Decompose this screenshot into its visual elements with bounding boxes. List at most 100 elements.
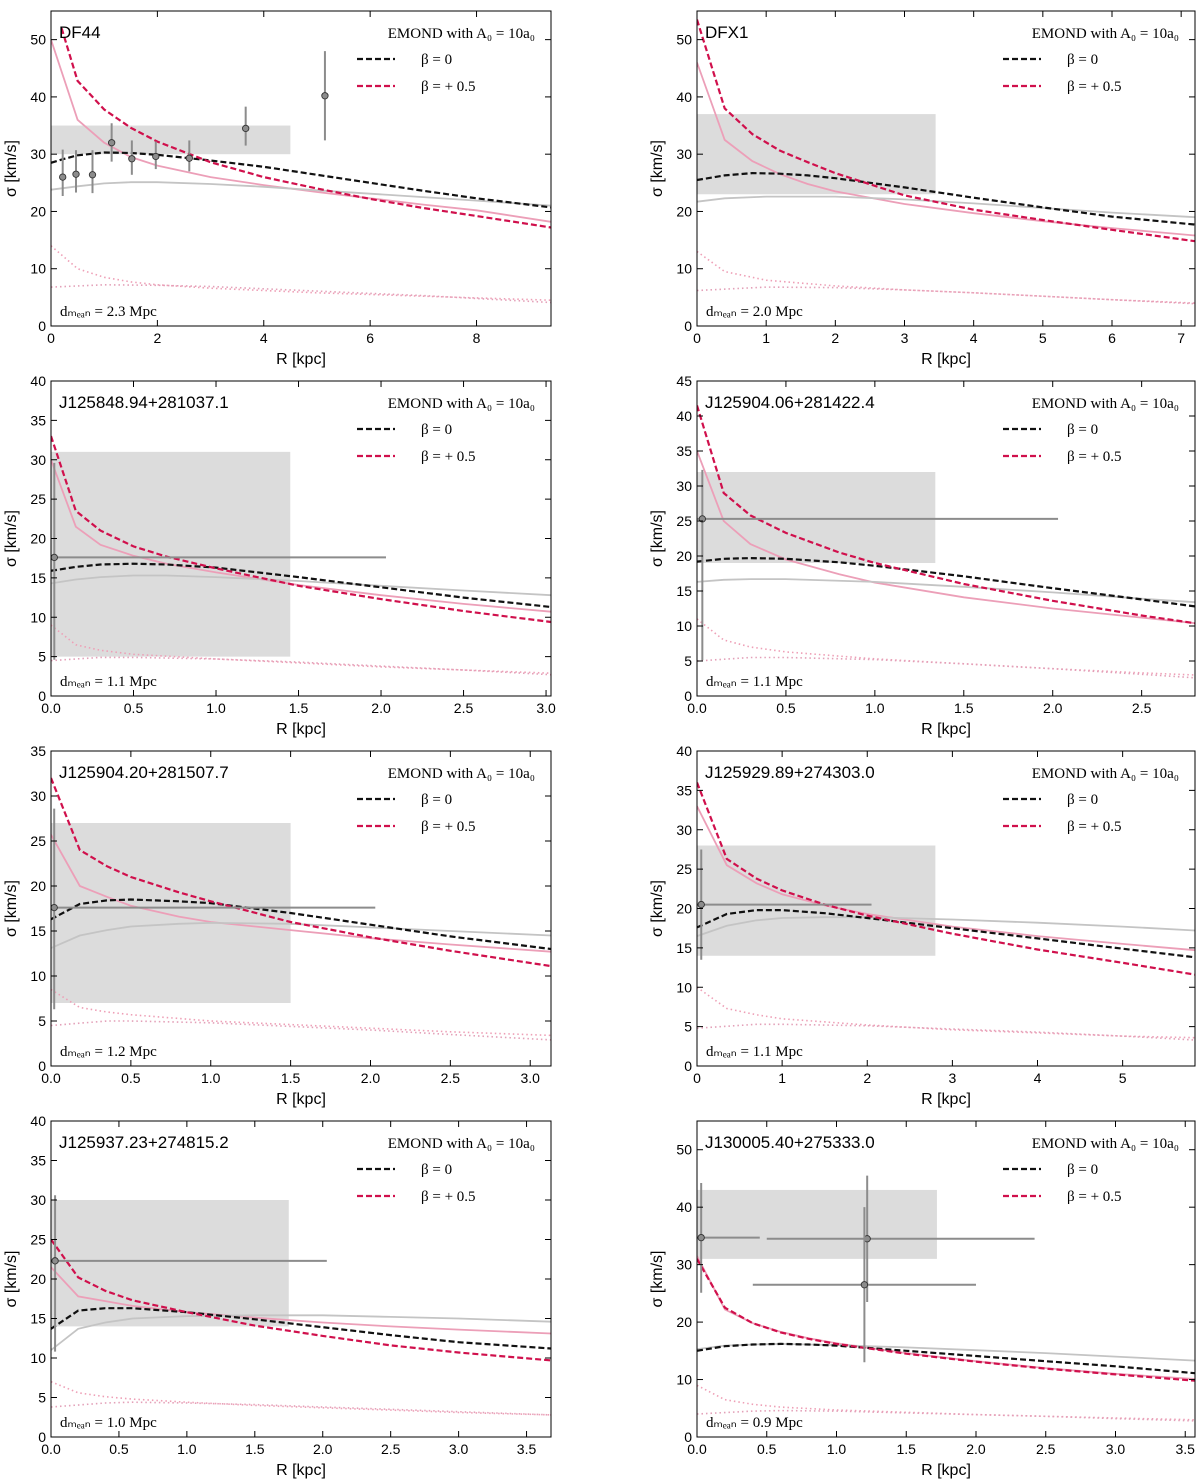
- y-tick-label: 10: [676, 618, 692, 634]
- axes-frame: [50, 10, 552, 327]
- reference-curve: [697, 195, 1195, 219]
- panel-title: J130005.40+275333.0: [705, 1133, 875, 1152]
- model-curve: [51, 435, 551, 624]
- axes-frame: [696, 380, 1196, 697]
- plot-area: [51, 435, 551, 676]
- data-point: [51, 1195, 327, 1352]
- data-point: [59, 149, 67, 196]
- x-tick-label: 0.0: [687, 1441, 707, 1457]
- x-axis-label: R [kpc]: [921, 721, 971, 738]
- reference-curve: [697, 286, 1195, 305]
- distance-annotation: dₘₑₐₙ = 1.0 Mpc: [60, 1415, 157, 1431]
- legend-title: EMOND with A₀ = 10a₀: [1032, 26, 1179, 42]
- legend-label: β = + 0.5: [421, 1189, 476, 1205]
- x-tick-label: 2: [863, 1070, 871, 1086]
- plot-area: [51, 27, 551, 304]
- panel: 0 1 2 3 4 5 6 7 0 10 20 30 40 50 R [kpc] σ [km/s] DFX1 EM…: [649, 10, 1196, 368]
- y-tick-label: 40: [30, 373, 46, 389]
- x-tick-label: 0.0: [41, 1070, 61, 1086]
- y-tick-label: 35: [30, 743, 46, 759]
- reference-curve: [51, 1380, 551, 1416]
- y-tick-label: 30: [30, 788, 46, 804]
- data-marker: [321, 92, 329, 100]
- model-curve: [697, 171, 1195, 226]
- y-tick-label: 15: [30, 1311, 46, 1327]
- panel: 0.0 0.5 1.0 1.5 2.0 2.5 3.0 3.5 0 5 10 15 20 25 30 35 40…: [3, 1113, 552, 1479]
- reference-curve: [697, 618, 1195, 676]
- panel: 0.0 0.5 1.0 1.5 2.0 2.5 0 5 10 15 20 25 30 35 40 45 R [k…: [649, 373, 1196, 738]
- x-tick-label: 1.0: [177, 1441, 197, 1457]
- y-tick-label: 20: [30, 878, 46, 894]
- x-tick-label: 3.0: [536, 700, 556, 716]
- data-marker: [697, 900, 705, 909]
- x-tick-label: 0.5: [757, 1441, 777, 1457]
- panel: 0.0 0.5 1.0 1.5 2.0 2.5 3.0 0 5 10 15 20 25 30 35 R [kp…: [3, 743, 552, 1108]
- y-tick-label: 5: [38, 1390, 46, 1406]
- y-tick-label: 30: [676, 478, 692, 494]
- reference-curve: [51, 39, 551, 223]
- x-tick-label: 2.5: [1132, 700, 1152, 716]
- y-tick-label: 40: [676, 743, 692, 759]
- y-tick-label: 0: [38, 1429, 46, 1445]
- model-curve: [51, 777, 551, 968]
- reference-curve: [51, 1401, 551, 1416]
- panel-title: J125904.06+281422.4: [705, 393, 875, 412]
- shaded-band: [697, 1189, 937, 1259]
- y-tick-label: 15: [30, 923, 46, 939]
- x-tick-label: 3: [948, 1070, 956, 1086]
- y-tick-label: 0: [684, 1429, 692, 1445]
- legend-title: EMOND with A₀ = 10a₀: [388, 396, 535, 412]
- y-tick-label: 40: [676, 408, 692, 424]
- legend-title: EMOND with A₀ = 10a₀: [1032, 396, 1179, 412]
- x-tick-label: 2.0: [361, 1070, 381, 1086]
- y-tick-label: 0: [38, 688, 46, 704]
- x-tick-label: 4: [260, 330, 268, 346]
- data-point: [766, 1175, 1035, 1302]
- data-point: [88, 150, 97, 194]
- plot-area: [697, 19, 1195, 305]
- y-tick-label: 10: [30, 261, 46, 277]
- x-tick-label: 2: [831, 330, 839, 346]
- y-tick-label: 30: [30, 1192, 46, 1208]
- y-tick-label: 20: [30, 203, 46, 219]
- legend-label: β = + 0.5: [1067, 79, 1122, 95]
- x-tick-label: 7: [1177, 330, 1185, 346]
- x-tick-label: 4: [970, 330, 978, 346]
- reference-curve: [51, 656, 551, 676]
- y-tick-label: 10: [30, 968, 46, 984]
- x-tick-label: 6: [1108, 330, 1116, 346]
- data-marker: [185, 154, 193, 162]
- reference-curve: [51, 921, 551, 949]
- data-point: [72, 150, 80, 193]
- reference-curve: [697, 450, 1195, 625]
- x-axis-label: R [kpc]: [921, 1091, 971, 1108]
- x-tick-label: 6: [366, 330, 374, 346]
- shaded-band: [51, 823, 291, 1003]
- model-curve: [697, 405, 1195, 625]
- x-tick-label: 2.5: [441, 1070, 461, 1086]
- legend-label: β = 0: [421, 52, 452, 68]
- reference-curve: [697, 250, 1195, 304]
- distance-annotation: dₘₑₐₙ = 1.1 Mpc: [60, 674, 157, 690]
- y-tick-label: 15: [676, 940, 692, 956]
- plot-area: [697, 782, 1195, 1041]
- reference-curve: [51, 283, 551, 304]
- x-tick-label: 1.0: [206, 700, 226, 716]
- x-tick-label: 0: [693, 330, 701, 346]
- x-tick-label: 1.5: [954, 700, 974, 716]
- x-axis-label: R [kpc]: [276, 1091, 326, 1108]
- axes-frame: [696, 1120, 1196, 1438]
- data-point: [128, 140, 136, 175]
- x-tick-label: 1.5: [289, 700, 309, 716]
- y-tick-label: 35: [676, 782, 692, 798]
- reference-curve: [51, 988, 551, 1037]
- y-tick-label: 35: [30, 412, 46, 428]
- legend-label: β = 0: [1067, 1162, 1098, 1178]
- x-tick-label: 2.0: [966, 1441, 986, 1457]
- y-tick-label: 30: [676, 1257, 692, 1273]
- panel-title: DFX1: [705, 23, 748, 42]
- y-tick-label: 45: [676, 373, 692, 389]
- panel-title: J125937.23+274815.2: [59, 1133, 229, 1152]
- distance-annotation: dₘₑₐₙ = 2.0 Mpc: [706, 304, 803, 320]
- y-tick-label: 0: [684, 688, 692, 704]
